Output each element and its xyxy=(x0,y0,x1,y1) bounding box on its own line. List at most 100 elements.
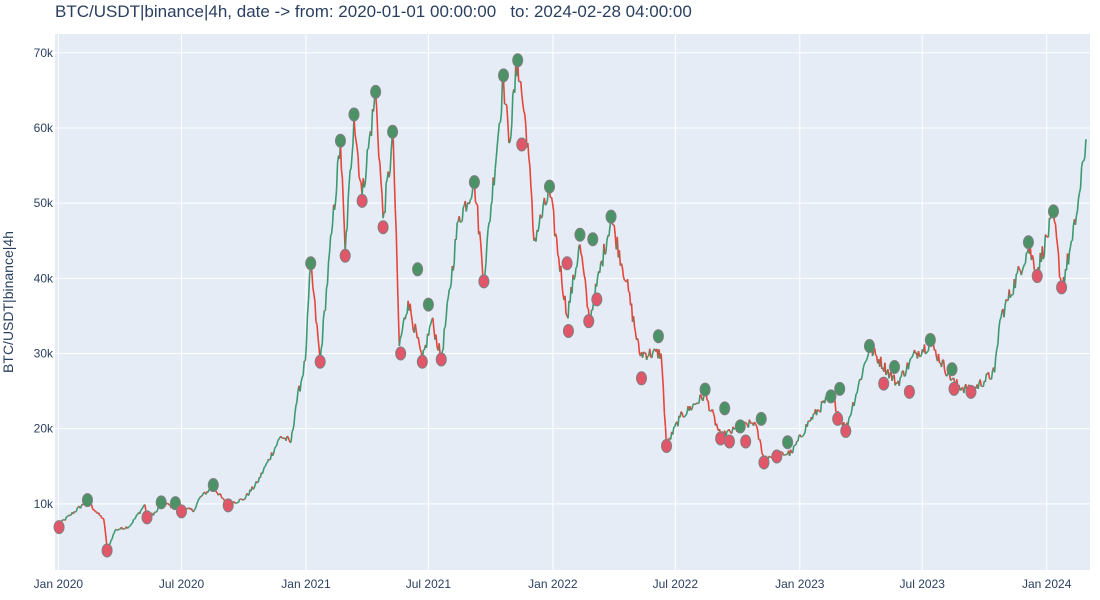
price-segment xyxy=(523,110,526,115)
price-segment xyxy=(358,176,361,181)
price-segment xyxy=(246,492,249,496)
price-segment xyxy=(277,438,280,442)
price-segment xyxy=(1059,276,1062,279)
price-segment xyxy=(1003,305,1006,318)
price-segment xyxy=(79,505,83,509)
price-segment xyxy=(1023,262,1027,266)
price-segment xyxy=(475,203,479,206)
price-segment xyxy=(133,517,137,520)
price-segment xyxy=(800,435,803,438)
price-segment xyxy=(520,94,524,104)
price-segment xyxy=(904,370,908,377)
price-segment xyxy=(312,286,315,295)
price-segment xyxy=(400,330,404,336)
marker-point xyxy=(1056,280,1068,295)
price-segment xyxy=(636,338,640,343)
price-segment xyxy=(581,256,584,268)
price-segment xyxy=(409,303,412,314)
price-segment xyxy=(129,523,133,527)
price-segment xyxy=(267,458,271,461)
price-segment xyxy=(244,496,247,500)
price-segment xyxy=(441,348,444,352)
price-segment xyxy=(984,373,988,383)
price-segment xyxy=(1083,156,1086,162)
price-segment xyxy=(103,525,107,534)
marker-series-green xyxy=(81,53,1059,511)
price-segment xyxy=(585,291,589,308)
marker-point xyxy=(468,175,480,190)
price-segment xyxy=(680,411,683,414)
price-segment xyxy=(134,514,138,518)
price-segment xyxy=(1032,258,1036,270)
price-segment xyxy=(198,497,201,500)
price-segment xyxy=(707,400,711,412)
price-segment xyxy=(272,448,276,454)
price-segment xyxy=(76,506,79,509)
price-segment xyxy=(496,133,500,146)
price-segment xyxy=(116,529,119,532)
marker-point xyxy=(591,292,603,307)
marker-point xyxy=(574,227,586,242)
price-segment xyxy=(1031,254,1035,260)
price-segment xyxy=(128,525,131,528)
price-segment xyxy=(275,440,279,446)
price-segment xyxy=(993,357,997,373)
price-segment xyxy=(1047,218,1051,238)
price-segment xyxy=(460,220,463,223)
price-segment xyxy=(452,263,455,271)
marker-point xyxy=(356,193,368,208)
price-segment xyxy=(744,421,747,424)
marker-point xyxy=(863,338,875,353)
price-segment xyxy=(834,399,837,412)
price-segment xyxy=(114,528,117,531)
markers xyxy=(53,53,1068,558)
price-segment xyxy=(502,79,506,105)
chart-title: BTC/USDT|binance|4h, date -> from: 2020-… xyxy=(55,2,692,21)
price-segment xyxy=(320,343,324,349)
price-segment xyxy=(347,184,350,200)
marker-point xyxy=(723,434,735,449)
price-segment xyxy=(379,162,382,182)
price-segment xyxy=(381,194,384,219)
price-segment xyxy=(417,336,421,345)
price-segment xyxy=(1042,255,1046,260)
price-segment xyxy=(1057,254,1061,278)
price-segment xyxy=(865,357,869,361)
marker-point xyxy=(435,352,447,367)
price-segment xyxy=(300,377,303,383)
price-segment xyxy=(1063,269,1067,283)
price-segment xyxy=(1054,224,1058,237)
price-segment xyxy=(449,283,452,289)
price-segment xyxy=(745,422,748,426)
marker-point xyxy=(782,435,794,450)
price-segment xyxy=(622,277,626,281)
price-segment xyxy=(275,444,278,448)
y-axis-ticks: 10k 20k 30k 40k 50k 60k 70k xyxy=(34,46,54,511)
price-segment xyxy=(651,352,654,358)
price-segment xyxy=(99,515,103,519)
price-segment xyxy=(979,379,983,387)
price-segment xyxy=(888,373,891,379)
price-segment xyxy=(357,156,360,177)
price-segment xyxy=(849,414,852,417)
price-segment xyxy=(797,435,800,442)
price-segment xyxy=(1084,139,1087,158)
price-segment xyxy=(567,300,570,319)
price-segment xyxy=(468,199,472,205)
price-segment xyxy=(857,380,860,387)
price-segment xyxy=(109,539,112,544)
price-segment xyxy=(802,433,805,437)
price-segment xyxy=(314,301,317,322)
price-segment xyxy=(219,493,222,497)
price-segment xyxy=(692,403,695,406)
price-segment xyxy=(444,316,448,328)
price-segment xyxy=(960,387,963,391)
price-segment xyxy=(854,393,857,401)
marker-point xyxy=(562,323,574,338)
price-segment xyxy=(683,415,686,418)
price-segment xyxy=(425,333,429,348)
price-segment xyxy=(942,359,946,370)
price-segment xyxy=(511,94,514,124)
price-segment xyxy=(292,424,295,431)
